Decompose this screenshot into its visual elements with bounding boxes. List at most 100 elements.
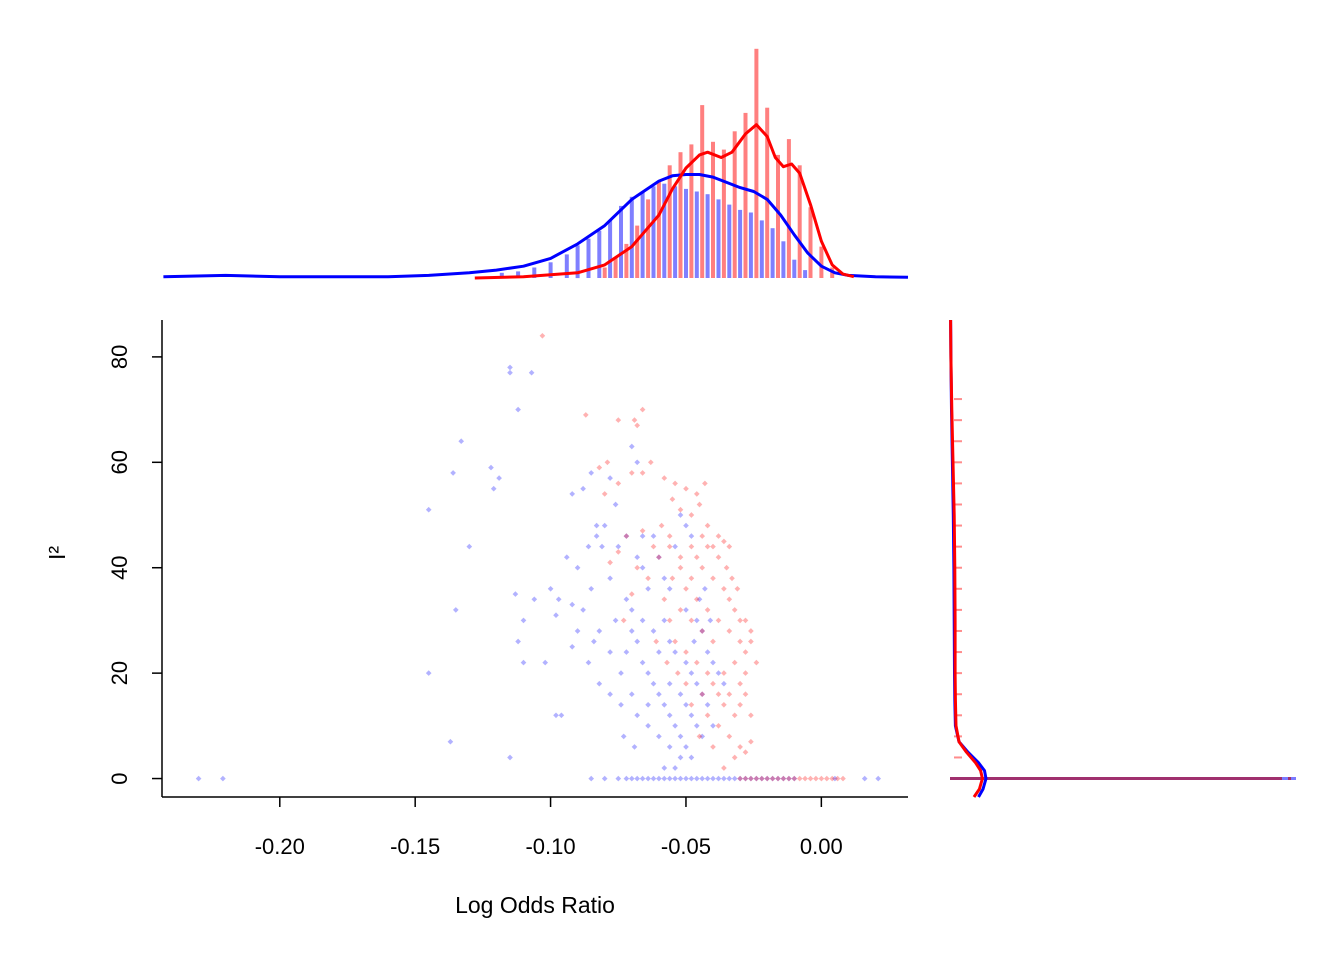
scatter-point-s0-22: [542, 659, 549, 666]
top-hist-bar-s1-20: [819, 246, 824, 278]
scatter-point-s0-30: [574, 564, 581, 571]
scatter-point-s1-18: [669, 496, 676, 503]
scatter-point-s0-32: [593, 522, 600, 529]
scatter-point-s0-119: [661, 765, 668, 771]
top-hist-bar-s0-16: [694, 191, 699, 278]
scatter-point-s0-156: [769, 775, 776, 782]
scatter-point-s0-132: [639, 775, 646, 782]
scatter-point-s1-66: [661, 596, 668, 603]
scatter-point-s0-8: [425, 506, 432, 513]
scatter-point-s0-129: [623, 775, 630, 782]
scatter-point-s0-97: [715, 670, 722, 676]
scatter-point-s1-38: [615, 549, 622, 555]
top-hist-bar-s1-8: [689, 144, 694, 278]
scatter-point-s0-6: [458, 438, 465, 445]
scatter-point-s1-115: [780, 775, 787, 782]
scatter-point-s1-14: [672, 480, 678, 487]
scatter-point-s0-15: [447, 738, 454, 745]
scatter-point-s1-114: [775, 775, 781, 782]
scatter-point-s0-60: [661, 701, 668, 708]
scatter-point-s0-114: [623, 533, 630, 539]
scatter-point-s0-157: [775, 775, 781, 782]
scatter-point-s0-66: [650, 533, 657, 539]
scatter-point-s0-56: [639, 659, 646, 666]
scatter-point-s0-87: [683, 659, 689, 666]
scatter-point-s1-34: [656, 554, 662, 561]
scatter-point-s0-23: [553, 712, 559, 719]
top-hist-bar-s0-14: [673, 186, 678, 278]
scatter-point-s1-72: [726, 691, 733, 698]
scatter-point-s0-80: [645, 722, 651, 729]
scatter-point-s1-9: [615, 480, 622, 487]
scatter-point-s1-15: [683, 485, 689, 492]
scatter-point-s1-57: [742, 749, 749, 756]
scatter-point-s1-86: [666, 533, 673, 539]
scatter-point-s1-79: [742, 617, 749, 624]
scatter-point-s1-91: [726, 596, 733, 603]
scatter-point-s0-81: [656, 733, 662, 740]
scatter-point-s1-97: [710, 744, 716, 750]
scatter-point-s1-13: [661, 475, 668, 481]
scatter-point-s0-24: [558, 712, 565, 719]
top-hist-bar-s0-4: [564, 254, 569, 278]
scatter-point-s1-109: [748, 775, 754, 782]
scatter-point-s0-61: [666, 712, 673, 719]
scatter-point-s1-121: [813, 775, 819, 782]
scatter-point-s1-26: [734, 585, 741, 592]
scatter-point-s0-123: [696, 596, 703, 603]
scatter-point-s1-105: [628, 591, 635, 597]
scatter-point-s1-75: [737, 701, 743, 708]
top-hist-bar-s0-24: [781, 241, 786, 278]
scatter-point-s0-71: [677, 512, 684, 518]
scatter-point-s0-0: [195, 775, 202, 782]
scatter-point-s1-4: [639, 406, 646, 413]
x-axis-title: Log Odds Ratio: [455, 892, 615, 918]
scatter-point-s1-8: [647, 459, 654, 466]
scatter-point-s0-95: [704, 649, 711, 655]
axes: -0.20 -0.15 -0.10 -0.05 0.00 0 20 40 60 80: [107, 320, 908, 859]
scatter-point-s1-71: [715, 691, 722, 698]
x-tick-label-1: -0.15: [390, 834, 440, 859]
scatter-point-s1-99: [683, 680, 689, 687]
scatter-point-s0-105: [677, 691, 684, 698]
scatter-point-s0-36: [634, 459, 641, 466]
scatter-point-s1-12: [604, 459, 611, 466]
y-tick-label-1: 20: [107, 661, 132, 685]
scatter-point-s1-77: [753, 659, 760, 666]
top-hist-bar-s1-19: [808, 207, 813, 278]
scatter-point-s0-75: [645, 585, 651, 592]
scatter-point-s1-60: [721, 701, 727, 708]
scatter-point-s0-44: [588, 585, 595, 592]
scatter-point-s1-116: [786, 775, 792, 782]
top-hist-bar-s0-15: [684, 188, 688, 278]
scatter-point-s1-67: [672, 638, 678, 645]
top-hist-bar-s0-21: [748, 212, 753, 278]
scatter-point-s1-110: [753, 775, 760, 782]
scatter-point-s0-90: [699, 691, 706, 698]
scatter-point-s0-62: [672, 722, 678, 729]
scatter-point-s1-92: [737, 617, 743, 624]
scatter-point-s1-82: [710, 575, 716, 582]
scatter-point-s0-103: [656, 649, 662, 655]
scatter-point-s0-151: [742, 775, 749, 782]
scatter-point-s1-106: [620, 617, 627, 624]
scatter-point-s0-1: [220, 775, 226, 782]
top-hist-bar-s1-4: [646, 199, 651, 278]
y-tick-label-3: 60: [107, 450, 132, 474]
scatter-point-s0-88: [688, 670, 695, 676]
scatter-point-s0-89: [693, 680, 700, 687]
x-tick-label-3: -0.05: [661, 834, 711, 859]
top-hist-bar-s1-10: [711, 141, 715, 278]
scatter-point-s0-26: [547, 585, 554, 592]
scatter-point-s1-98: [696, 733, 703, 740]
scatter-point-s1-20: [688, 512, 695, 518]
scatter-point-s0-54: [628, 628, 635, 634]
top-hist-bar-s0-9: [619, 205, 623, 278]
top-hist-bar-s1-13: [743, 112, 748, 279]
scatter-point-s1-16: [693, 491, 700, 497]
scatter-point-s0-111: [596, 628, 603, 634]
scatter-point-s1-85: [677, 564, 684, 571]
scatter-plot-area: -0.20 -0.15 -0.10 -0.05 0.00 0 20 40 60 80: [107, 320, 908, 859]
scatter-point-s0-16: [507, 754, 513, 761]
